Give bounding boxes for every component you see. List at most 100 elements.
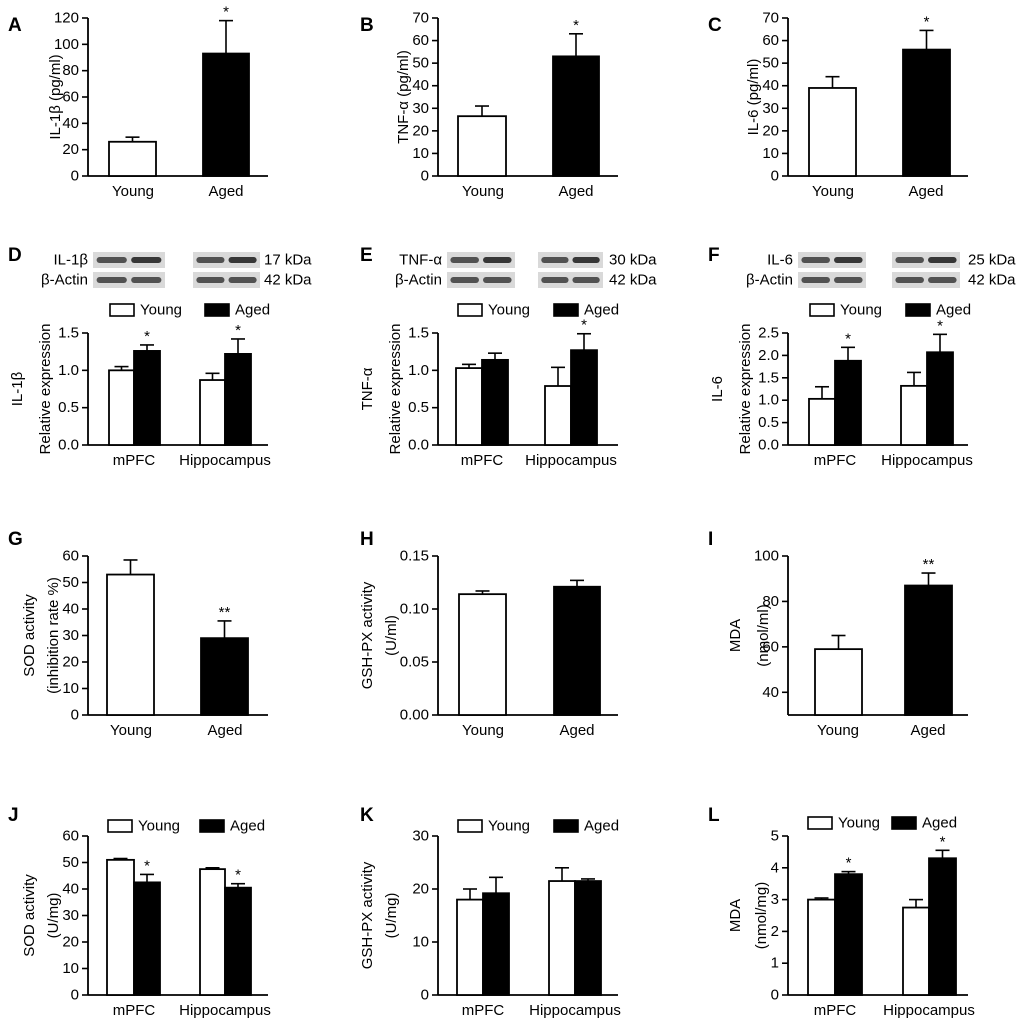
- y-tick-label: 0: [71, 168, 79, 185]
- bar-young: [808, 87, 857, 177]
- x-category-label: mPFC: [814, 452, 857, 469]
- y-tick-label: 0.05: [400, 654, 429, 671]
- panel-label: E: [360, 245, 373, 266]
- x-category-label: Aged: [559, 722, 594, 739]
- y-tick-label: 5: [771, 828, 779, 845]
- panel-label: D: [8, 245, 22, 266]
- blot-band: [801, 277, 830, 283]
- blot-band: [228, 277, 257, 283]
- blot-band: [96, 277, 127, 283]
- y-tick-label: 0: [421, 987, 429, 1004]
- y-tick-label: 60: [762, 638, 779, 655]
- panel-label: B: [360, 15, 374, 36]
- legend-swatch-aged: [204, 303, 230, 317]
- y-tick-label: 2: [771, 923, 779, 940]
- x-category-label: Young: [110, 722, 152, 739]
- y-tick-label: 1.5: [58, 325, 79, 342]
- legend-label-aged: Aged: [230, 818, 265, 835]
- blot-strip-control: [193, 272, 260, 288]
- blot-strip-control: [538, 272, 603, 288]
- bar-aged-mpfc: [133, 881, 161, 996]
- y-axis-label-secondary: Relative expression: [387, 324, 404, 455]
- legend-swatch-aged: [891, 816, 917, 830]
- y-tick-label: 80: [762, 593, 779, 610]
- blot-strip-protein: [798, 252, 866, 268]
- y-tick-label: 1: [771, 955, 779, 972]
- x-category-label: Hippocampus: [179, 1002, 271, 1019]
- y-tick-label: 60: [762, 32, 779, 49]
- blot-band: [895, 277, 924, 283]
- y-tick-label: 20: [62, 934, 79, 951]
- y-tick-label: 20: [412, 881, 429, 898]
- significance-marker: *: [223, 4, 229, 21]
- bar-young-hippocampus: [902, 906, 930, 996]
- bar-young: [814, 648, 863, 716]
- x-category-label: Young: [812, 183, 854, 200]
- bar-aged-mpfc: [481, 358, 509, 446]
- legend-label-aged: Aged: [922, 815, 957, 832]
- blot-protein-label: IL-6: [767, 252, 793, 269]
- x-category-label: mPFC: [462, 1002, 505, 1019]
- bar-young-mpfc: [106, 858, 135, 996]
- x-category-label: mPFC: [113, 1002, 156, 1019]
- bar-young-hippocampus: [900, 384, 928, 446]
- y-tick-label: 0: [771, 168, 779, 185]
- blot-strip-protein: [538, 252, 603, 268]
- legend-swatch-young: [807, 816, 833, 830]
- blot-strip-control: [798, 272, 866, 288]
- y-axis-label: GSH-PX activity: [359, 581, 376, 689]
- blot-band: [572, 257, 600, 263]
- x-category-label: Aged: [208, 183, 243, 200]
- y-tick-label: 100: [754, 548, 779, 565]
- significance-marker: *: [845, 330, 851, 347]
- bar-aged-mpfc: [133, 350, 161, 446]
- x-category-label: mPFC: [814, 1002, 857, 1019]
- y-tick-label: 20: [62, 141, 79, 158]
- blot-band: [450, 257, 479, 263]
- legend-label-young: Young: [140, 302, 182, 319]
- y-tick-label: 10: [412, 145, 429, 162]
- bar-young: [457, 115, 507, 177]
- x-category-label: Hippocampus: [525, 452, 617, 469]
- y-tick-label: 50: [412, 55, 429, 72]
- panel-label: J: [8, 805, 19, 826]
- panel-k: K 0 10 20 30 GSH-PX activity (U/mg) mPFC Hippoca…: [359, 805, 621, 1019]
- panel-j: J 0 10 20 30 40 50 60 SOD activity (U/mg) mPFC Hipp…: [8, 805, 271, 1019]
- y-axis-label-secondary: (U/ml): [383, 615, 400, 656]
- y-tick-label: 1.5: [408, 325, 429, 342]
- blot-control-label: β-Actin: [41, 272, 88, 289]
- bar-aged: [200, 637, 249, 716]
- x-category-label: Young: [112, 183, 154, 200]
- bar-aged-hippocampus: [926, 351, 954, 446]
- bar-aged-hippocampus: [928, 857, 957, 996]
- significance-marker: *: [924, 13, 930, 30]
- y-tick-label: 0.0: [758, 437, 779, 454]
- y-tick-label: 40: [62, 601, 79, 618]
- bar-aged-hippocampus: [224, 886, 252, 996]
- y-tick-label: 70: [762, 10, 779, 27]
- bar-aged-mpfc: [482, 892, 510, 996]
- blot-band: [131, 277, 162, 283]
- x-category-label: Hippocampus: [881, 452, 973, 469]
- bar-young-mpfc: [456, 898, 484, 996]
- y-tick-label: 0.5: [758, 414, 779, 431]
- legend-swatch-young: [107, 819, 133, 833]
- x-category-label: Hippocampus: [179, 452, 271, 469]
- y-axis-label: TNF-α (pg/ml): [395, 50, 412, 144]
- panel-label: A: [8, 15, 22, 36]
- blot-control-kda: 42 kDa: [968, 272, 1016, 289]
- significance-marker: *: [937, 317, 943, 334]
- bar-young-mpfc: [455, 367, 483, 446]
- legend-label-young: Young: [838, 815, 880, 832]
- blot-strip-protein: [892, 252, 960, 268]
- legend-swatch-young: [109, 303, 135, 317]
- x-category-label: Aged: [207, 722, 242, 739]
- y-axis-label: TNF-α: [359, 367, 376, 410]
- blot-band: [541, 257, 569, 263]
- bar-young-hippocampus: [199, 868, 226, 996]
- y-tick-label: 3: [771, 891, 779, 908]
- bar-aged-hippocampus: [574, 880, 602, 996]
- panel-label: G: [8, 529, 23, 550]
- y-tick-label: 0.15: [400, 548, 429, 565]
- blot-protein-label: IL-1β: [54, 252, 89, 269]
